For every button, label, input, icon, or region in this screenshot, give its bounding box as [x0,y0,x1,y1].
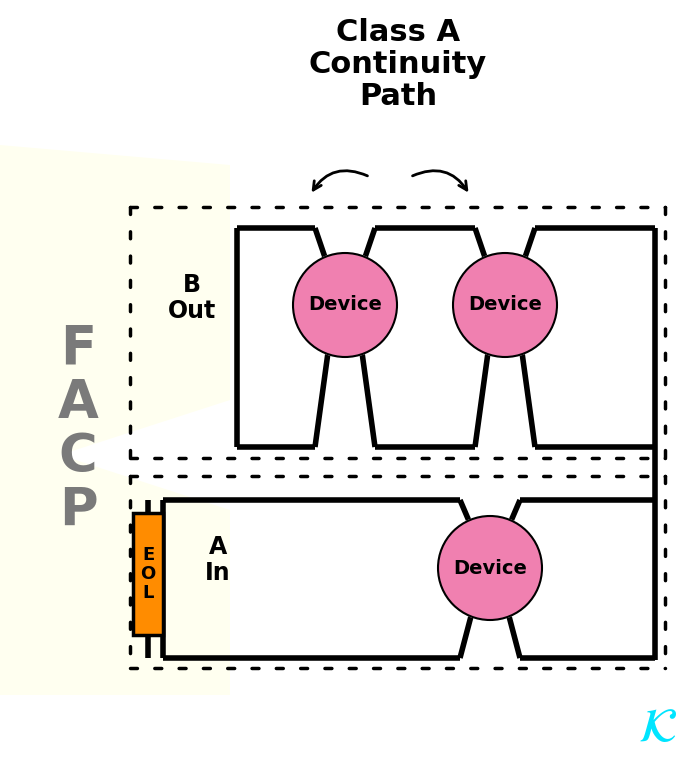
Circle shape [438,516,542,620]
Text: Device: Device [308,296,382,314]
Text: Device: Device [468,296,542,314]
Polygon shape [0,145,230,695]
Circle shape [452,252,558,358]
Circle shape [292,252,398,358]
Circle shape [453,253,557,357]
Text: Class A
Continuity
Path: Class A Continuity Path [309,18,487,111]
Circle shape [437,515,543,621]
Text: F
A
C
P: F A C P [57,323,99,537]
Text: A
In: A In [205,535,231,585]
Text: E
O
L: E O L [141,546,155,602]
Text: B
Out: B Out [168,273,216,323]
Polygon shape [133,513,163,635]
Text: $\mathcal{K}$: $\mathcal{K}$ [638,705,678,751]
Text: Device: Device [453,559,527,577]
Circle shape [293,253,397,357]
